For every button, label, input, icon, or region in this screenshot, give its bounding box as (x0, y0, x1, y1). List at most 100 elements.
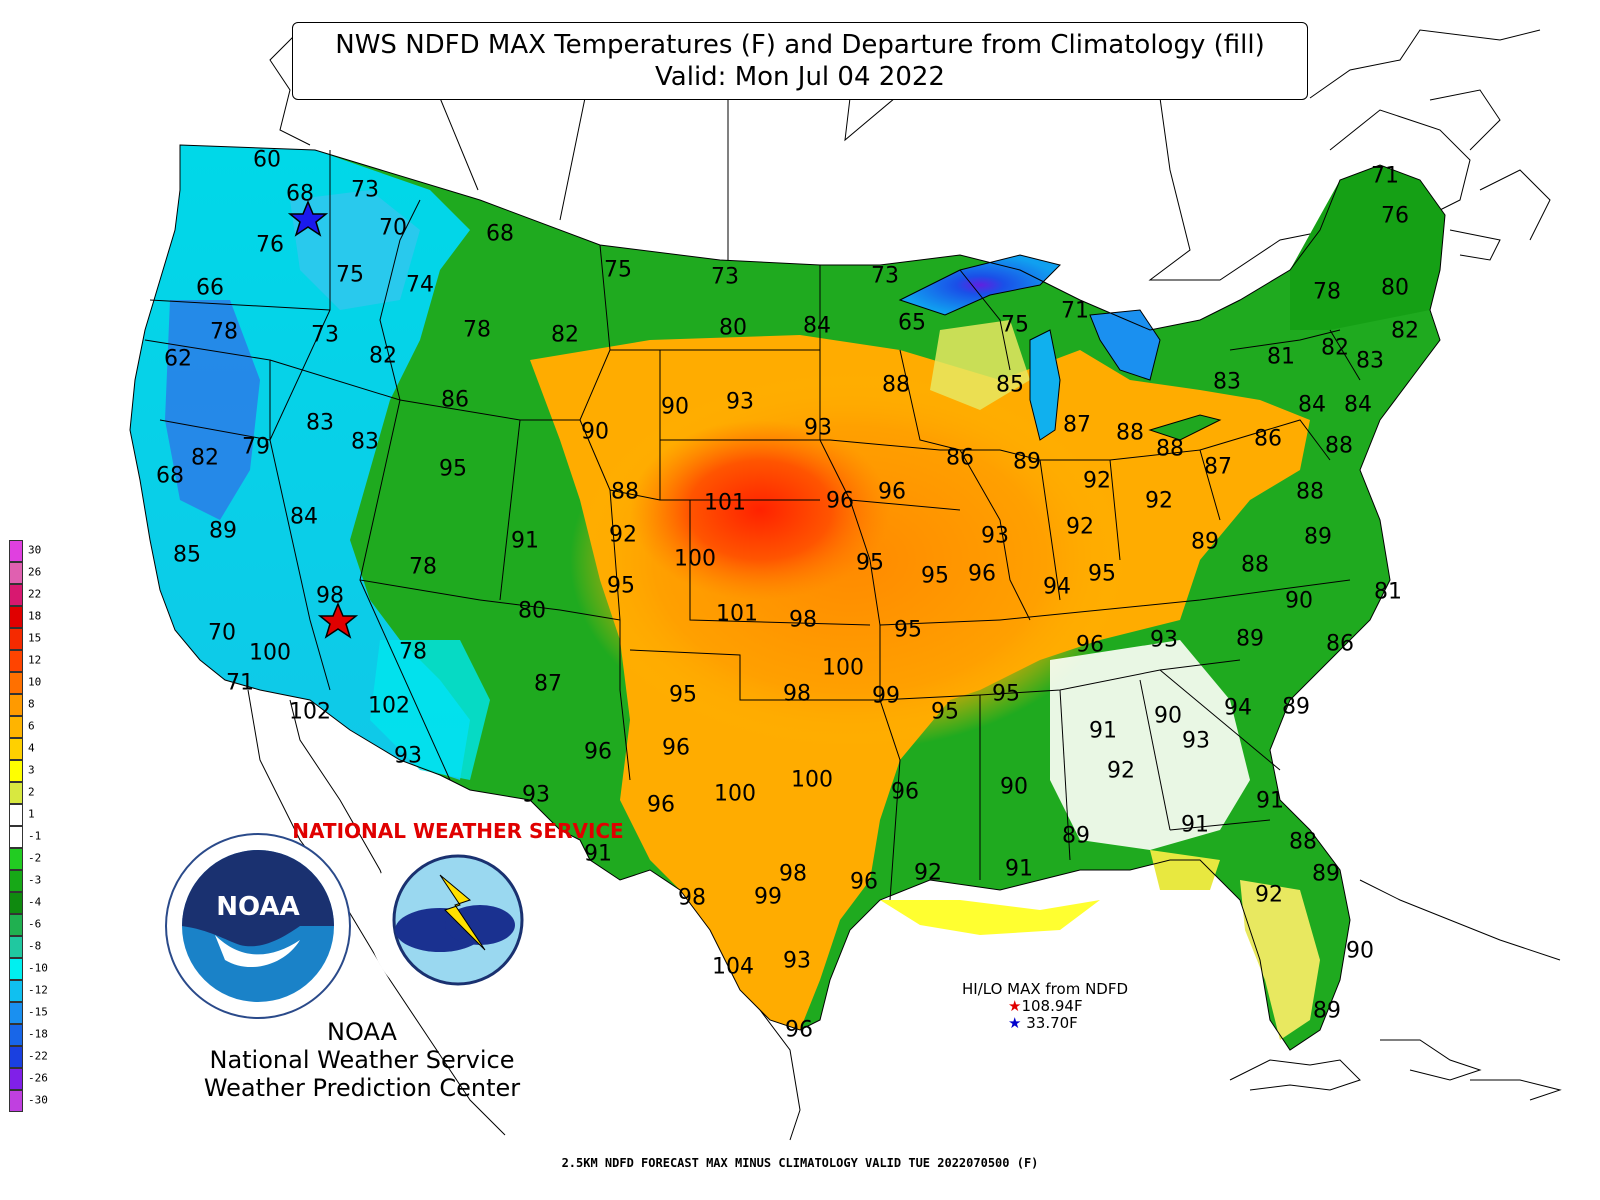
temperature-label: 66 (196, 275, 224, 301)
temperature-label: 84 (290, 504, 318, 530)
legend-swatch (9, 848, 23, 870)
temperature-label: 99 (754, 884, 782, 910)
temperature-label: 78 (1313, 279, 1341, 305)
temperature-label: 90 (581, 419, 609, 445)
noaa-logo-text: NOAA (216, 892, 299, 922)
hilo-high-value: 108.94F (1021, 997, 1083, 1015)
legend-swatch (9, 540, 23, 562)
legend-swatch (9, 1046, 23, 1068)
temperature-label: 78 (399, 639, 427, 665)
org-line-3: Weather Prediction Center (203, 1074, 521, 1102)
legend-swatch (9, 892, 23, 914)
org-line-1: NOAA (327, 1018, 397, 1046)
temperature-label: 74 (406, 272, 434, 298)
organization-block: NOAA National Weather Service Weather Pr… (192, 1018, 532, 1102)
temperature-label: 100 (674, 546, 716, 572)
temperature-label: 92 (1145, 488, 1173, 514)
legend-label: -6 (28, 917, 42, 931)
temperature-label: 92 (609, 522, 637, 548)
temperature-label: 84 (1344, 392, 1372, 418)
temperature-label: 96 (850, 869, 878, 895)
legend-swatch (9, 804, 23, 826)
temperature-label: 80 (719, 315, 747, 341)
temperature-label: 100 (791, 767, 833, 793)
temperature-label: 89 (1304, 524, 1332, 550)
temperature-label: 73 (311, 322, 339, 348)
temperature-label: 98 (783, 681, 811, 707)
legend-label: 2 (28, 785, 35, 799)
temperature-label: 78 (210, 319, 238, 345)
temperature-label: 93 (783, 948, 811, 974)
temperature-label: 96 (647, 792, 675, 818)
temperature-label: 95 (439, 456, 467, 482)
temperature-label: 102 (368, 693, 410, 719)
florida-yellow (1240, 880, 1320, 1040)
temperature-label: 100 (249, 640, 291, 666)
temperature-label: 95 (894, 617, 922, 643)
temperature-label: 60 (253, 147, 281, 173)
temperature-label: 75 (604, 257, 632, 283)
legend-label: 30 (28, 543, 42, 557)
temperature-label: 73 (351, 177, 379, 203)
nws-logo: NATIONAL WEATHER SERVICE (292, 819, 624, 1010)
temperature-label: 96 (968, 561, 996, 587)
legend-label: 1 (28, 807, 35, 821)
blue-star-icon: ★ (1008, 1014, 1022, 1032)
legend-swatch (9, 826, 23, 848)
temperature-label: 83 (1213, 369, 1241, 395)
noaa-logo: NOAA (165, 833, 351, 1019)
northeast-green (1290, 165, 1445, 330)
temperature-label: 88 (1289, 829, 1317, 855)
hilo-high-row: ★108.94F (962, 998, 1128, 1015)
gulf-yellow (880, 900, 1100, 935)
temperature-label: 81 (1374, 579, 1402, 605)
temperature-label: 89 (1236, 626, 1264, 652)
temperature-label: 96 (891, 779, 919, 805)
legend-swatch (9, 760, 23, 782)
temperature-label: 75 (336, 262, 364, 288)
org-line-2: National Weather Service (209, 1046, 515, 1074)
temperature-label: 91 (511, 528, 539, 554)
temperature-label: 89 (1282, 694, 1310, 720)
temperature-label: 89 (1312, 861, 1340, 887)
temperature-label: 90 (1346, 938, 1374, 964)
temperature-label: 82 (191, 445, 219, 471)
temperature-label: 95 (992, 681, 1020, 707)
legend-label: 12 (28, 653, 42, 667)
temperature-label: 88 (1156, 436, 1184, 462)
temperature-label: 94 (1224, 695, 1252, 721)
temperature-label: 80 (518, 598, 546, 624)
red-star-icon: ★ (1008, 997, 1022, 1015)
state-boundaries (129, 144, 1446, 1051)
temperature-label: 87 (1204, 454, 1232, 480)
temperature-label: 99 (872, 683, 900, 709)
legend-swatch (9, 936, 23, 958)
temperature-label: 96 (584, 739, 612, 765)
temperature-label: 98 (678, 885, 706, 911)
temperature-label: 90 (1285, 588, 1313, 614)
temperature-label: 93 (981, 523, 1009, 549)
legend-label: -30 (28, 1093, 48, 1107)
legend-swatch (9, 1090, 23, 1112)
nws-ring-text: NATIONAL WEATHER SERVICE (292, 819, 623, 843)
legend-label: 3 (28, 763, 35, 777)
temperature-label: 68 (486, 221, 514, 247)
high-max-star (317, 602, 359, 639)
temperature-label: 91 (584, 841, 612, 867)
temperature-label: 91 (1181, 812, 1209, 838)
legend-swatch (9, 958, 23, 980)
temperature-label: 89 (209, 518, 237, 544)
temperature-label: 98 (779, 861, 807, 887)
legend-swatch (9, 1068, 23, 1090)
lake-erie (1150, 415, 1220, 440)
legend-label: -4 (28, 895, 42, 909)
legend-label: -10 (28, 961, 48, 975)
temperature-label: 92 (1107, 758, 1135, 784)
legend-swatch (9, 562, 23, 584)
temperature-label: 93 (726, 389, 754, 415)
legend-label: -1 (28, 829, 42, 843)
temperature-label: 68 (156, 463, 184, 489)
temperature-label: 98 (316, 583, 344, 609)
nw-light-blue (290, 190, 420, 310)
temperature-label: 76 (256, 232, 284, 258)
